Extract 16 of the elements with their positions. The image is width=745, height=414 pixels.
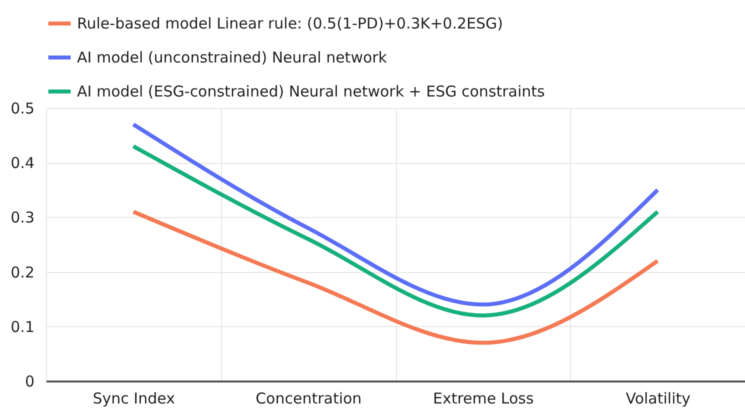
y-tick-label: 0.1 [10, 318, 34, 336]
line-series [131, 122, 660, 307]
x-tick-label: Extreme Loss [432, 390, 534, 408]
x-tick-label: Volatility [626, 390, 691, 408]
line-series [131, 210, 660, 345]
y-tick-label: 0.2 [10, 263, 34, 282]
y-tick-label: 0 [24, 372, 34, 390]
legend-label: AI model (unconstrained) Neural network [77, 48, 388, 66]
y-tick-label: 0.4 [10, 154, 34, 172]
legend-label: AI model (ESG-constrained) Neural network + ESG constraints [77, 82, 546, 100]
x-tick-label: Concentration [256, 390, 362, 408]
y-tick-label: 0.3 [10, 208, 34, 227]
x-tick-label: Sync Index [92, 390, 176, 408]
line-series [131, 144, 660, 318]
y-tick-label: 0.5 [10, 100, 34, 118]
legend-label: Rule-based model Linear rule: (0.5(1-PD)+0.3K+0.2ESG) [77, 14, 503, 32]
